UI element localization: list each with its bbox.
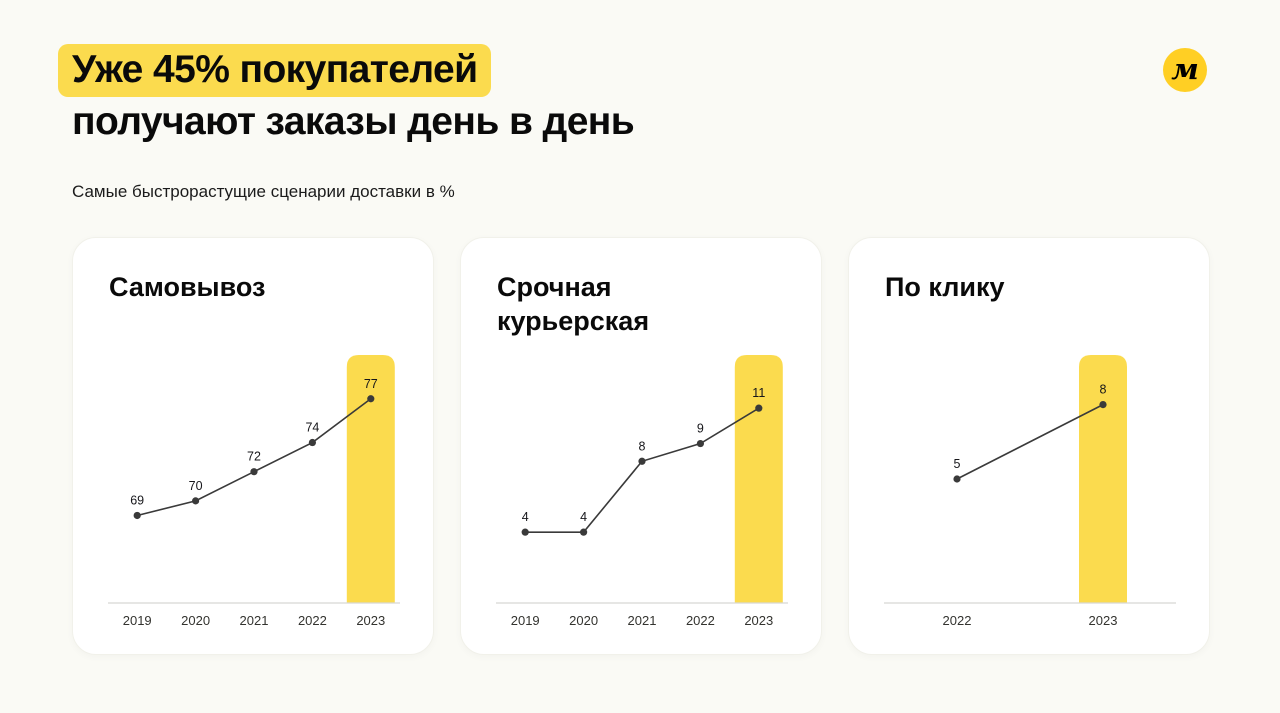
data-point	[953, 475, 961, 483]
line-chart: 4 4 8 9 11 2019 2020 2021 2022 2023	[496, 355, 788, 628]
data-point	[580, 528, 588, 536]
x-tick-label: 2019	[511, 613, 540, 628]
chart-title: Срочная курьерская	[497, 272, 650, 336]
trend-line	[525, 407, 760, 533]
x-tick-label: 2019	[123, 613, 152, 628]
title-rest: получают заказы день в день	[72, 100, 635, 143]
data-point	[521, 528, 529, 536]
data-point	[133, 511, 141, 520]
data-point	[367, 395, 375, 403]
chart-title: Самовывоз	[109, 272, 266, 302]
value-label: 5	[954, 457, 961, 471]
highlight-bar	[734, 355, 783, 603]
value-label: 4	[580, 510, 587, 524]
x-tick-label: 2021	[240, 613, 269, 628]
data-point	[192, 497, 200, 505]
x-tick-label: 2020	[569, 613, 598, 628]
data-point	[1099, 401, 1107, 409]
value-label: 72	[247, 450, 261, 464]
chart-card: По клику 5 8 2022 2023	[848, 237, 1210, 655]
title-highlight: Уже 45% покупателей	[58, 44, 492, 97]
x-tick-label: 2023	[744, 613, 773, 628]
subtitle: Самые быстрорастущие сценарии доставки в…	[72, 182, 455, 201]
page-title: Уже 45% покупателей получают заказы день …	[58, 44, 635, 146]
value-label: 8	[639, 439, 646, 453]
yandex-market-logo: м	[1163, 48, 1207, 92]
value-label: 9	[697, 422, 704, 436]
chart-card: Срочная курьерская 4 4 8 9 11 2019 2020 2021 2022…	[460, 237, 822, 655]
trend-line	[956, 403, 1104, 480]
data-point	[696, 439, 704, 448]
value-label: 8	[1100, 383, 1107, 397]
chart-card: Самовывоз 69 70 72 74 77 2019 2020 2021 2022 2023	[72, 237, 434, 655]
data-point	[638, 457, 646, 465]
value-label: 74	[305, 421, 319, 435]
value-label: 77	[364, 377, 378, 391]
logo-letter: м	[1171, 51, 1199, 86]
cards-row: Самовывоз 69 70 72 74 77 2019 2020 2021 2022 2023 С…	[72, 237, 1210, 655]
x-tick-label: 2023	[1089, 613, 1118, 628]
data-point	[308, 438, 316, 447]
value-label: 4	[522, 510, 529, 524]
data-point	[250, 468, 258, 476]
line-chart: 69 70 72 74 77 2019 2020 2021 2022 2023	[108, 355, 400, 628]
x-tick-label: 2022	[943, 613, 972, 628]
value-label: 70	[189, 479, 203, 493]
chart-title: По клику	[885, 272, 1005, 302]
x-tick-label: 2022	[298, 613, 327, 628]
value-label: 69	[130, 493, 144, 507]
value-label: 11	[752, 386, 765, 400]
x-tick-label: 2021	[628, 613, 657, 628]
x-tick-label: 2022	[686, 613, 715, 628]
highlight-bar	[346, 355, 395, 603]
x-tick-label: 2023	[356, 613, 385, 628]
data-point	[755, 404, 763, 412]
x-tick-label: 2020	[181, 613, 210, 628]
highlight-bar	[1079, 355, 1127, 603]
line-chart: 5 8 2022 2023	[884, 355, 1176, 628]
